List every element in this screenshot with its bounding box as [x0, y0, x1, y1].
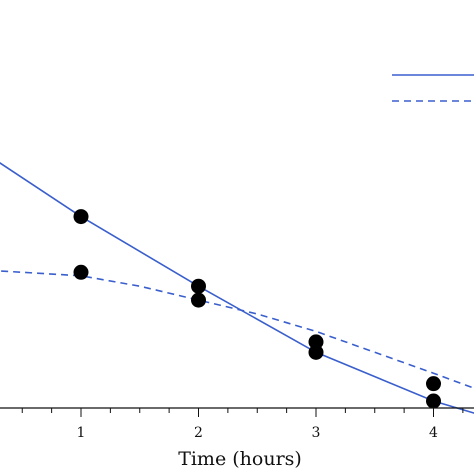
- data-point-s1-3: [308, 344, 324, 360]
- series-line-2: [0, 270, 474, 390]
- x-tick-label: 3: [312, 425, 321, 441]
- legend: [392, 74, 474, 102]
- data-points: [73, 209, 441, 409]
- x-tick-label: 4: [429, 425, 438, 441]
- x-axis-title: Time (hours): [178, 448, 302, 470]
- data-point-s2-3: [308, 334, 324, 350]
- series-lines: [0, 162, 474, 414]
- x-tick-label: 2: [194, 425, 203, 441]
- data-point-s1-2: [191, 278, 206, 294]
- data-point-s2-2: [191, 292, 206, 308]
- x-axis-ticks: 1 2 3 4: [21, 408, 464, 441]
- data-point-s1-1: [73, 209, 89, 225]
- series-line-1: [0, 162, 474, 414]
- data-point-s2-1: [73, 264, 89, 280]
- data-point-s1-4: [426, 393, 441, 409]
- x-tick-label: 1: [77, 425, 86, 441]
- data-point-s2-4: [426, 376, 441, 392]
